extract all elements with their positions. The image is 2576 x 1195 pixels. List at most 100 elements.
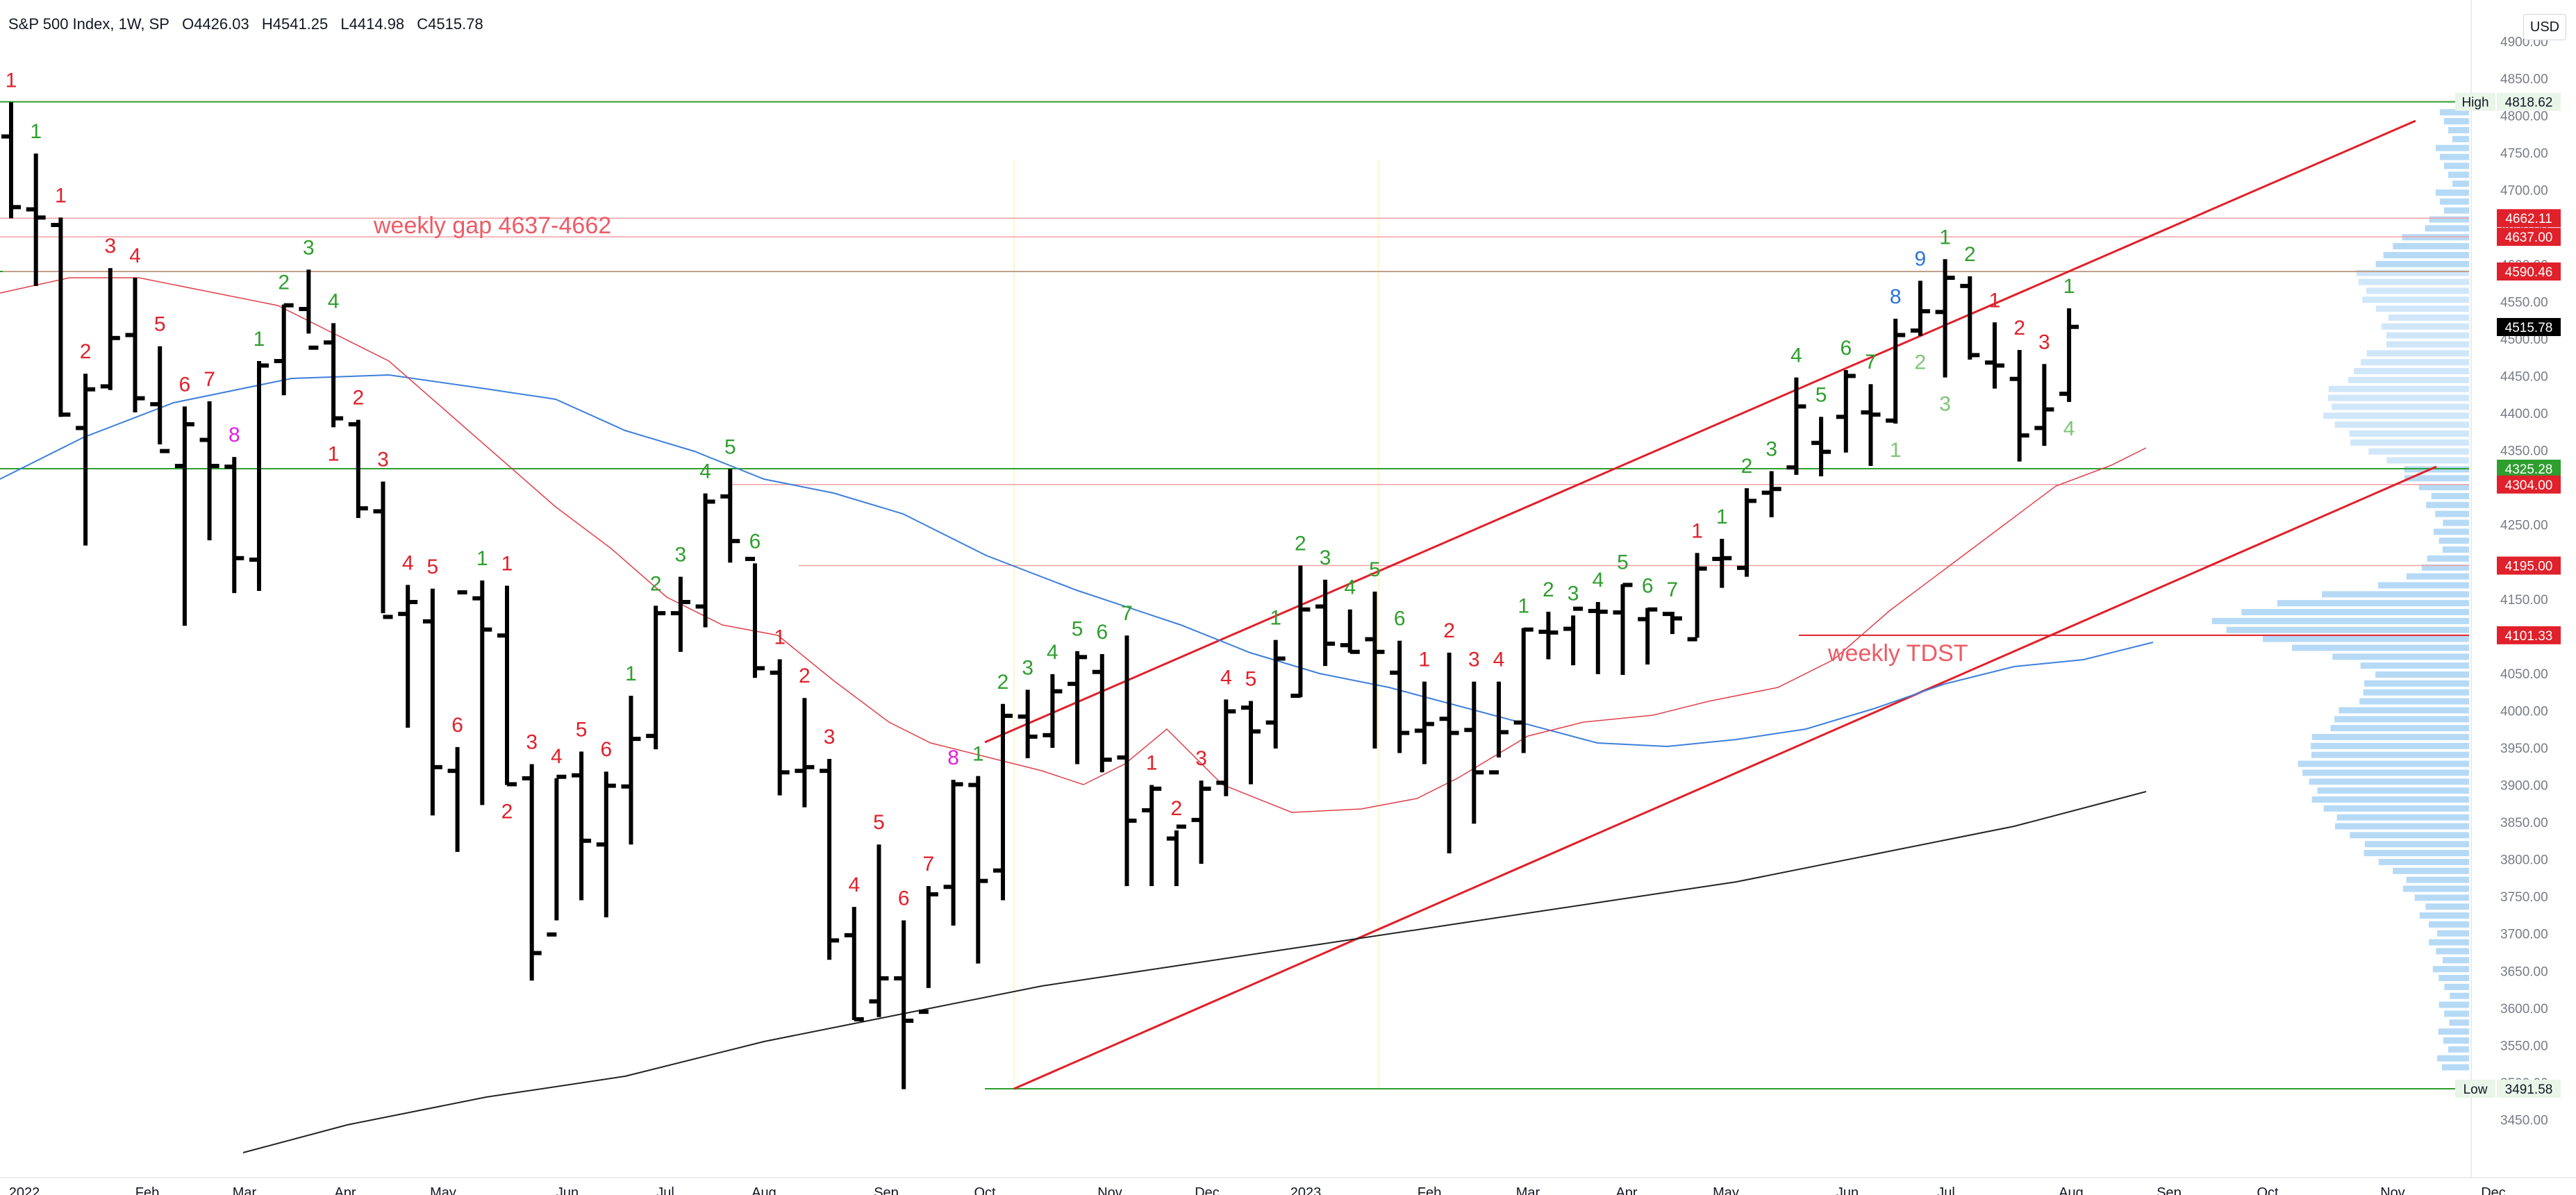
y-tick-label: 3900.00 <box>2500 779 2548 794</box>
volume-profile-bar <box>2388 314 2469 321</box>
volume-profile-bar <box>2386 341 2469 348</box>
volume-profile-bar <box>2311 751 2469 758</box>
volume-profile-bar <box>2436 948 2469 955</box>
volume-profile-bar <box>2448 172 2469 178</box>
volume-profile-bar <box>2361 359 2469 366</box>
volume-profile-bar <box>2421 564 2469 571</box>
volume-profile-bar <box>2440 153 2469 160</box>
volume-profile-bar <box>2363 850 2469 857</box>
volume-profile-bar <box>2212 617 2469 624</box>
volume-profile-bar <box>2438 1028 2469 1035</box>
x-tick-label: Dec <box>2481 1185 2506 1195</box>
volume-profile-bar <box>2362 296 2469 303</box>
td-count-label: 1 <box>1146 752 1158 775</box>
volume-profile-bar <box>2414 894 2469 901</box>
high-value: H4541.25 <box>261 15 329 33</box>
td-count-label: 6 <box>1394 608 1406 630</box>
td-count-label: 2 <box>501 801 513 824</box>
volume-profile-bar <box>2332 403 2469 410</box>
td-count-label: 5 <box>1369 558 1381 581</box>
volume-profile-bar <box>2441 1064 2469 1071</box>
volume-profile-bar <box>2425 225 2469 232</box>
td-count-label: 4 <box>1047 641 1058 664</box>
price-label-box <box>2497 1079 2561 1098</box>
volume-profile-bar <box>2402 885 2469 892</box>
td-count-label: 5 <box>1245 667 1257 690</box>
td-count-label: 1 <box>1989 289 2001 312</box>
x-tick-label: May <box>430 1185 456 1195</box>
volume-profile-bar <box>2335 823 2469 830</box>
volume-profile-bar <box>2375 671 2469 678</box>
x-tick-label: Sep <box>2157 1185 2182 1195</box>
td-count-label: 1 <box>328 442 340 465</box>
td-count-label: 8 <box>228 424 240 446</box>
volume-profile-bar <box>2359 698 2469 705</box>
volume-profile-bar <box>2386 457 2469 464</box>
td-count-label: 4 <box>1220 666 1232 689</box>
price-label-value: 4325.28 <box>2505 462 2553 477</box>
td-count-label: 2 <box>1295 533 1306 555</box>
close-value: C4515.78 <box>417 15 483 33</box>
volume-profile-bar <box>2444 118 2469 125</box>
td-count-label: 5 <box>873 811 885 834</box>
td-count-label: 3 <box>303 236 315 259</box>
volume-profile-bar <box>2437 930 2469 937</box>
y-tick-label: 3600.00 <box>2500 1002 2548 1017</box>
td-count-label: 3 <box>1195 747 1207 770</box>
volume-profile-bar <box>2383 251 2469 258</box>
y-tick-label: 4700.00 <box>2500 184 2548 199</box>
td-count-label: 5 <box>1072 618 1083 641</box>
volume-profile-bar <box>2328 385 2469 392</box>
x-tick-label: Jul <box>656 1185 674 1195</box>
price-label-box <box>2497 228 2561 246</box>
volume-profile-bar <box>2406 573 2469 580</box>
price-label-tag-box <box>2455 1079 2495 1098</box>
volume-profile-bar <box>2356 269 2469 276</box>
y-tick-label: 3550.00 <box>2500 1039 2548 1053</box>
volume-profile-bar <box>2419 912 2469 919</box>
volume-profile-bar <box>2429 216 2469 223</box>
volume-profile-bar <box>2444 162 2469 169</box>
annotations: weekly gap 4637-4662 weekly TDST <box>373 212 1968 667</box>
price-label-value: 4818.62 <box>2505 96 2553 110</box>
volume-profile-bar <box>2226 626 2469 633</box>
y-tick-label: 4550.00 <box>2500 295 2548 310</box>
volume-profile-bar <box>2368 448 2469 455</box>
volume-profile-bar <box>2334 421 2469 428</box>
volume-profile-bar <box>2386 332 2469 339</box>
volume-profile-bar <box>2349 430 2469 437</box>
td-count-label: 5 <box>1617 551 1629 574</box>
td-count-label: 3 <box>104 235 116 258</box>
td-count-label: 3 <box>2038 331 2050 353</box>
td-count-label: 1 <box>972 743 984 766</box>
currency-button[interactable]: USD <box>2523 14 2566 40</box>
td-count-label: 6 <box>179 373 191 396</box>
volume-profile-bar <box>2366 287 2469 294</box>
td-count-label: 2 <box>1915 351 1927 374</box>
y-tick-label: 4450.00 <box>2500 369 2548 384</box>
volume-profile-bar <box>2442 546 2469 553</box>
td-count-label: 5 <box>576 718 588 741</box>
td-count-label: 3 <box>1765 438 1777 461</box>
x-tick-label: 2022 <box>9 1185 40 1195</box>
volume-profile-bar <box>2404 475 2469 482</box>
td-count-label: 1 <box>2063 275 2075 298</box>
ma-red-line <box>0 277 2147 813</box>
td-count-label: 1 <box>774 626 786 649</box>
volume-profile-bar <box>2382 323 2469 330</box>
volume-profile-bar <box>2317 787 2469 794</box>
td-count-label: 1 <box>501 552 513 575</box>
x-tick-label: Sep <box>874 1185 899 1195</box>
volume-profile-bar <box>2426 501 2469 508</box>
volume-profile-bar <box>2378 582 2469 589</box>
td-count-label: 7 <box>1865 351 1877 374</box>
volume-profile-bar <box>2366 350 2469 357</box>
volume-profile-bar <box>2418 484 2469 491</box>
volume-profile-bar <box>2277 600 2469 607</box>
td-count-label: 2 <box>352 387 364 410</box>
x-tick-label: Mar <box>233 1185 257 1195</box>
y-tick-label: 4500.00 <box>2500 333 2548 347</box>
y-tick-label: 4850.00 <box>2500 72 2548 87</box>
